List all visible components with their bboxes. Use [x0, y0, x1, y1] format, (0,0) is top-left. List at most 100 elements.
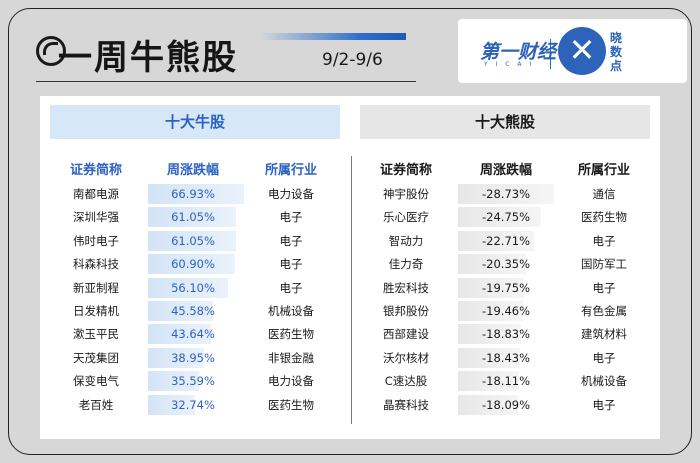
- bear-stock-change: -19.46%: [482, 304, 530, 318]
- title-underline: [36, 81, 416, 82]
- main-panel: 十大牛股 十大熊股 证券简称 周涨跌幅 所属行业 证券简称 周涨跌幅 所属行业 …: [40, 96, 660, 439]
- bull-table-row: 伟时电子 61.05% 电子: [40, 229, 350, 253]
- bull-header-industry: 所属行业: [264, 163, 317, 178]
- bull-header-change: 周涨跌幅: [166, 163, 219, 178]
- bull-table-row: 科森科技 60.90% 电子: [40, 252, 350, 276]
- bear-table-row: 神宇股份 -28.73% 通信: [40, 182, 660, 206]
- bear-stock-industry: 电子: [592, 280, 616, 295]
- logo-xiaoshudian-text: 晓数点: [610, 31, 623, 73]
- bull-change-bar: [148, 184, 244, 204]
- bear-table-row: 胜宏科技 -19.75% 电子: [40, 276, 660, 300]
- page-title: 一周牛熊股: [58, 38, 238, 78]
- date-range: 9/2-9/6: [322, 50, 383, 70]
- bull-change-bar: [148, 371, 200, 392]
- bear-stock-name: 智动力: [388, 233, 424, 248]
- bull-stock-change: 38.95%: [171, 350, 215, 365]
- bull-stock-change: 61.05%: [171, 210, 215, 225]
- bear-banner: 十大熊股: [360, 105, 650, 139]
- bear-stock-change: -19.75%: [482, 280, 530, 295]
- bear-header-name: 证券简称: [379, 163, 432, 178]
- column-divider: [351, 156, 352, 424]
- magnifier-icon: [36, 36, 66, 66]
- title-accent-bar: [260, 33, 406, 40]
- bear-stock-name: 神宇股份: [383, 187, 429, 201]
- bull-stock-industry: 电子: [279, 280, 303, 295]
- logo-circle-icon: [558, 27, 606, 75]
- bear-table-row: 乐心医疗 -24.75% 医药生物: [40, 205, 660, 229]
- bull-stock-industry: 非银金融: [268, 350, 314, 365]
- bull-banner: 十大牛股: [50, 105, 340, 139]
- bull-table-row: 保变电气 35.59% 电力设备: [40, 369, 350, 393]
- bull-change-bar: [148, 301, 214, 321]
- bull-stock-change: 35.59%: [171, 374, 215, 389]
- bull-table-row: 深圳华强 61.05% 电子: [40, 205, 350, 229]
- bear-change-bar: [458, 347, 520, 368]
- bull-stock-name: 科森科技: [73, 257, 119, 272]
- bull-change-bar: [148, 277, 229, 298]
- bull-stock-change: 60.90%: [171, 257, 215, 272]
- bull-table-row: 新亚制程 56.10% 电子: [40, 276, 350, 300]
- bull-table-row: 老百姓 32.74% 医药生物: [40, 393, 350, 417]
- bull-stock-name: 老百姓: [78, 397, 114, 412]
- bear-change-bar: [458, 277, 524, 298]
- bull-stock-industry: 电力设备: [268, 374, 314, 389]
- bull-stock-change: 45.58%: [171, 304, 215, 318]
- bear-header-change: 周涨跌幅: [479, 163, 532, 178]
- bull-stock-change: 32.74%: [171, 397, 215, 412]
- bear-stock-name: 乐心医疗: [383, 210, 429, 225]
- bear-change-bar: [458, 230, 534, 251]
- bull-table-row: 南都电源 66.93% 电力设备: [40, 182, 350, 206]
- bull-stock-name: 伟时电子: [73, 233, 119, 248]
- bear-stock-industry: 机械设备: [581, 374, 627, 389]
- bull-table-row: 天茂集团 38.95% 非银金融: [40, 346, 350, 370]
- bear-stock-industry: 电子: [592, 233, 616, 248]
- bear-table-row: 西部建设 -18.83% 建筑材料: [40, 322, 660, 346]
- bear-table-row: 银邦股份 -19.46% 有色金属: [40, 299, 660, 323]
- bear-stock-change: -28.73%: [482, 187, 530, 201]
- bear-stock-industry: 电子: [592, 350, 616, 365]
- bull-change-bar: [148, 207, 236, 228]
- bear-change-bar: [458, 324, 521, 345]
- bear-stock-industry: 有色金属: [581, 304, 627, 318]
- bear-stock-name: 佳力奇: [388, 257, 424, 272]
- bear-change-bar: [458, 184, 554, 204]
- bear-table-row: 智动力 -22.71% 电子: [40, 229, 660, 253]
- bear-stock-change: -20.35%: [482, 257, 530, 272]
- bull-stock-name: 日发精机: [73, 304, 119, 318]
- bear-stock-industry: 建筑材料: [581, 327, 627, 342]
- brand-logo: 第一财经 Y I C A I ✕ 晓数点: [458, 19, 687, 83]
- bull-stock-name: 深圳华强: [73, 210, 119, 225]
- bull-stock-name: 天茂集团: [73, 350, 119, 365]
- bull-stock-name: 新亚制程: [73, 280, 119, 295]
- bear-stock-name: C速达股: [384, 374, 428, 389]
- bear-stock-name: 晶赛科技: [383, 397, 429, 412]
- bull-stock-industry: 电子: [279, 210, 303, 225]
- bull-stock-industry: 机械设备: [268, 304, 314, 318]
- bull-stock-change: 61.05%: [171, 233, 215, 248]
- bear-stock-change: -18.43%: [482, 350, 530, 365]
- bear-stock-industry: 电子: [592, 397, 616, 412]
- bull-stock-change: 66.93%: [171, 187, 215, 201]
- bear-change-bar: [458, 301, 524, 321]
- bear-stock-change: -18.09%: [482, 397, 530, 412]
- bear-stock-change: -18.83%: [482, 327, 530, 342]
- bull-stock-name: 南都电源: [73, 187, 119, 201]
- logo-separator: [550, 39, 551, 69]
- bear-table-row: 晶赛科技 -18.09% 电子: [40, 393, 660, 417]
- bear-stock-change: -18.11%: [482, 374, 530, 389]
- bear-header-industry: 所属行业: [577, 163, 630, 178]
- bull-stock-industry: 电子: [279, 257, 303, 272]
- bear-stock-change: -22.71%: [482, 233, 530, 248]
- bull-change-bar: [148, 324, 211, 345]
- bear-stock-name: 银邦股份: [383, 304, 429, 318]
- bear-change-bar: [458, 394, 519, 415]
- bear-stock-name: 沃尔核材: [383, 350, 429, 365]
- bull-stock-change: 43.64%: [171, 327, 215, 342]
- bull-stock-industry: 电力设备: [268, 187, 314, 201]
- bear-stock-name: 西部建设: [383, 327, 429, 342]
- bear-change-bar: [458, 371, 519, 392]
- bear-table-row: 沃尔核材 -18.43% 电子: [40, 346, 660, 370]
- bear-table-row: 佳力奇 -20.35% 国防军工: [40, 252, 660, 276]
- bear-stock-change: -24.75%: [482, 210, 530, 225]
- bull-stock-industry: 医药生物: [268, 327, 314, 342]
